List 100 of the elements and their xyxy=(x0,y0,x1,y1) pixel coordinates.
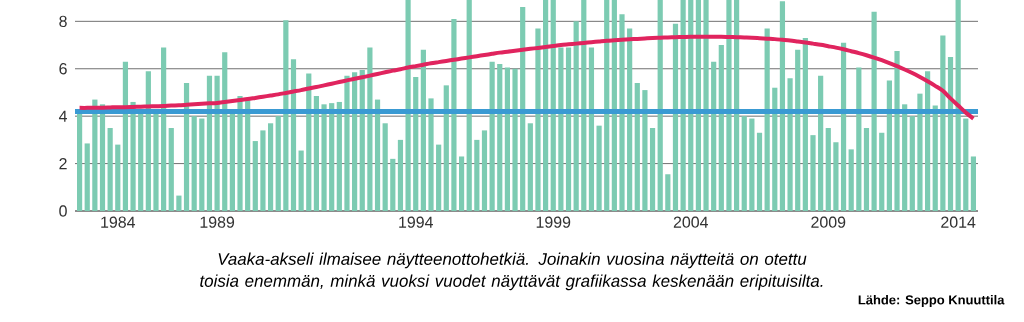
bar xyxy=(497,64,503,211)
bar xyxy=(504,67,510,211)
bar xyxy=(871,11,877,211)
bar xyxy=(840,42,847,211)
bar xyxy=(611,0,617,211)
y-tick-label: 8 xyxy=(59,15,67,27)
y-tick-label: 6 xyxy=(59,63,67,75)
bar xyxy=(970,156,977,211)
bar xyxy=(122,61,129,211)
bar xyxy=(474,139,480,211)
bar xyxy=(138,113,144,211)
bar xyxy=(382,123,388,211)
bar xyxy=(947,56,954,211)
bar xyxy=(642,90,648,211)
bar xyxy=(902,104,908,211)
bar xyxy=(390,158,396,211)
bar xyxy=(550,0,556,211)
bar xyxy=(145,71,151,211)
bar xyxy=(428,98,434,211)
bar xyxy=(153,113,159,211)
bar xyxy=(397,139,404,211)
bar xyxy=(344,75,350,211)
x-tick-label: 1994 xyxy=(399,216,433,228)
bar xyxy=(275,116,281,211)
bar xyxy=(290,59,297,211)
x-tick-label: 1999 xyxy=(536,216,571,228)
bar xyxy=(352,72,358,211)
bar xyxy=(84,143,90,211)
bar xyxy=(168,128,174,211)
bar xyxy=(833,142,839,211)
bar xyxy=(695,0,701,211)
bar xyxy=(581,0,587,211)
bar xyxy=(214,75,220,211)
bar xyxy=(436,144,442,211)
bar xyxy=(726,0,732,211)
bar xyxy=(176,195,182,211)
bar xyxy=(306,73,312,211)
bar xyxy=(76,111,83,211)
bar xyxy=(963,118,969,211)
bar xyxy=(161,47,167,211)
bar xyxy=(512,68,518,211)
bar xyxy=(756,132,763,211)
bar xyxy=(795,49,801,211)
bar xyxy=(558,47,564,211)
y-tick-label: 4 xyxy=(58,110,68,122)
bar xyxy=(741,116,747,211)
bar xyxy=(222,52,228,211)
bar xyxy=(451,18,457,211)
bar xyxy=(787,78,793,211)
bar xyxy=(779,1,786,211)
bar xyxy=(604,0,610,211)
bar xyxy=(825,128,831,211)
bar xyxy=(458,156,465,211)
bar xyxy=(405,0,411,211)
bar xyxy=(818,75,824,211)
bar xyxy=(619,14,625,211)
bar xyxy=(711,61,717,211)
bar xyxy=(374,99,381,211)
bar xyxy=(917,93,923,211)
bar xyxy=(443,85,449,211)
x-tick-label: 1984 xyxy=(101,216,136,228)
bar xyxy=(520,7,526,211)
bar xyxy=(573,21,579,211)
bar xyxy=(130,101,136,211)
text: Lähde: Seppo Knuuttila xyxy=(858,294,1005,308)
bar xyxy=(298,150,304,211)
line-series xyxy=(77,34,976,121)
bar xyxy=(649,128,656,211)
bar xyxy=(665,174,671,211)
bar xyxy=(321,104,327,211)
bar xyxy=(672,23,679,211)
bar xyxy=(489,61,495,211)
bar xyxy=(107,128,113,211)
bar xyxy=(252,141,258,211)
bar xyxy=(199,118,205,211)
bar xyxy=(680,0,686,211)
bar xyxy=(336,101,342,211)
bar xyxy=(420,49,426,211)
y-tick-label: 2 xyxy=(59,158,67,170)
bar xyxy=(955,0,961,211)
bar xyxy=(940,35,946,211)
bar xyxy=(359,69,365,211)
bar xyxy=(543,0,549,211)
y-tick-label: 0 xyxy=(59,205,67,217)
bar xyxy=(749,118,755,211)
bar xyxy=(894,50,900,211)
x-tick-label: 1989 xyxy=(200,216,235,228)
x-tick-label: 2004 xyxy=(673,216,709,228)
bar xyxy=(283,20,289,211)
bar xyxy=(924,71,931,211)
bar xyxy=(657,0,663,211)
bar xyxy=(260,130,266,211)
bar xyxy=(879,132,885,211)
bar xyxy=(481,130,488,211)
bar xyxy=(703,0,709,211)
bar xyxy=(886,80,892,211)
bar xyxy=(863,128,870,211)
bar xyxy=(527,123,533,211)
bar xyxy=(535,28,541,211)
text: Vaaka-akseli ilmaisee näytteenottohetkiä. Joinakin vuosina näytteitä on otettu toisia enemmän, minkä vuoksi vuodet näyttävät grafiikassa keskenään eripituisilta. xyxy=(200,252,823,291)
